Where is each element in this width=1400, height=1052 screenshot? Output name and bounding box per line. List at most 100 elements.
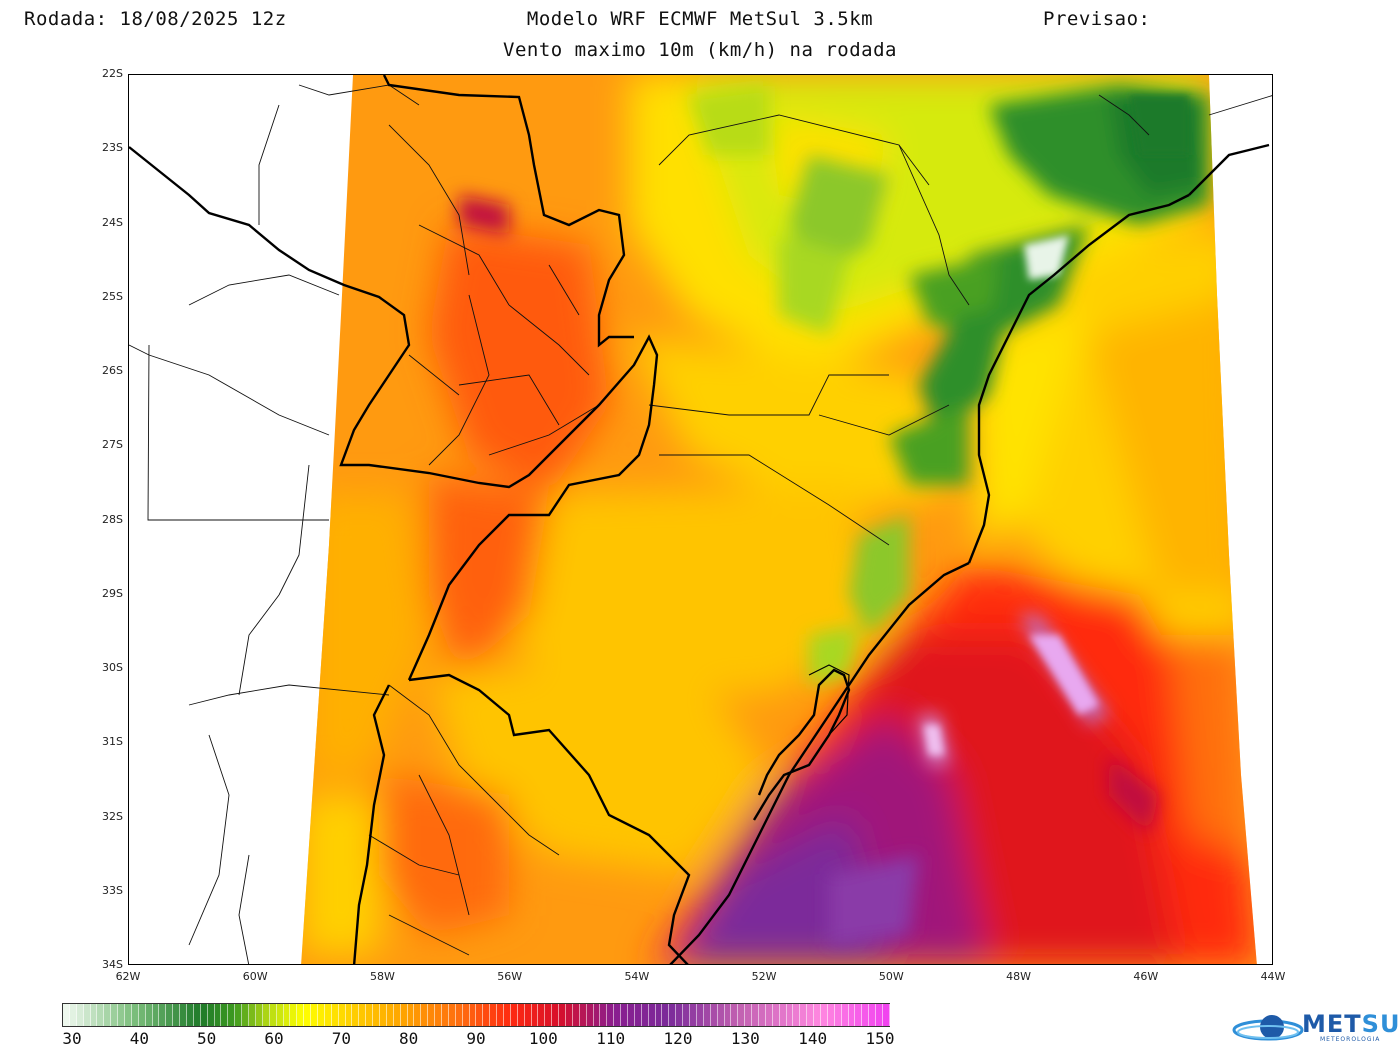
longitude-label: 56W <box>497 970 523 983</box>
colorbar-cell <box>193 1004 201 1026</box>
colorbar-cell <box>97 1004 105 1026</box>
colorbar-cell <box>180 1004 188 1026</box>
colorbar-cell <box>76 1004 84 1026</box>
colorbar-cell <box>724 1004 732 1026</box>
colorbar-cell <box>407 1004 415 1026</box>
colorbar-cell <box>855 1004 863 1026</box>
colorbar-cell <box>173 1004 181 1026</box>
colorbar-cell <box>690 1004 697 1026</box>
latitude-label: 33S <box>102 883 123 897</box>
colorbar-cell <box>159 1004 167 1026</box>
colorbar-cell <box>662 1004 670 1026</box>
colorbar-cell <box>614 1004 622 1026</box>
colorbar-label: 80 <box>399 1029 419 1048</box>
latitude-label: 23S <box>102 141 123 155</box>
longitude-label: 48W <box>1006 970 1031 983</box>
colorbar-cell <box>283 1004 291 1026</box>
metsul-logo-tagline: METEOROLOGIA <box>1320 1036 1381 1043</box>
colorbar-cell <box>393 1004 401 1026</box>
colorbar-cell <box>255 1004 263 1026</box>
colorbar-cell <box>200 1004 208 1026</box>
colorbar-cell <box>758 1004 766 1026</box>
latitude-label: 27S <box>102 438 123 452</box>
colorbar-cell <box>545 1004 553 1026</box>
colorbar-cell <box>262 1004 270 1026</box>
colorbar-cell <box>517 1004 525 1026</box>
longitude-label: 58W <box>370 970 395 983</box>
colorbar-cell <box>786 1004 794 1026</box>
colorbar-cell <box>448 1004 456 1026</box>
colorbar-cell <box>841 1004 849 1026</box>
colorbar-label: 90 <box>466 1029 486 1048</box>
metsul-logo-icon <box>1232 1015 1304 1041</box>
colorbar-cell <box>242 1004 250 1026</box>
colorbar-cell <box>497 1004 504 1026</box>
colorbar-cell <box>628 1004 635 1026</box>
colorbar-cell <box>421 1004 429 1026</box>
colorbar-cell <box>848 1004 856 1026</box>
colorbar-cell <box>641 1004 649 1026</box>
colorbar-cell <box>869 1004 877 1026</box>
colorbar-cell <box>331 1004 339 1026</box>
colorbar-cell <box>145 1004 153 1026</box>
colorbar-cell <box>752 1004 759 1026</box>
colorbar-cell <box>104 1004 112 1026</box>
colorbar-cell <box>235 1004 243 1026</box>
latitude-label: 30S <box>102 661 123 674</box>
colorbar-cell <box>862 1004 870 1026</box>
metsul-logo-text: METSUL <box>1302 1010 1400 1038</box>
latitude-label: 26S <box>102 364 123 377</box>
colorbar-cell <box>669 1004 677 1026</box>
colorbar-cell <box>455 1004 463 1026</box>
colorbar-cell <box>297 1004 305 1026</box>
colorbar-cell <box>469 1004 477 1026</box>
colorbar-cell <box>807 1004 815 1026</box>
colorbar-label: 110 <box>596 1029 626 1048</box>
colorbar-label: 40 <box>129 1029 149 1048</box>
colorbar-cell <box>131 1004 139 1026</box>
colorbar-cell <box>63 1004 70 1026</box>
colorbar-cell <box>731 1004 739 1026</box>
colorbar-cell <box>435 1004 442 1026</box>
colorbar-cell <box>462 1004 470 1026</box>
colorbar-cell <box>510 1004 518 1026</box>
colorbar-label: 60 <box>264 1029 284 1048</box>
wind-map <box>128 74 1273 965</box>
colorbar-cell <box>125 1004 132 1026</box>
longitude-label: 50W <box>878 970 904 983</box>
colorbar-cell <box>324 1004 332 1026</box>
colorbar-label: 130 <box>730 1029 760 1048</box>
colorbar-cell <box>772 1004 780 1026</box>
latitude-label: 34S <box>102 958 123 971</box>
model-title: Modelo WRF ECMWF MetSul 3.5km <box>526 8 874 30</box>
latitude-label: 28S <box>102 512 123 526</box>
wind-field-svg <box>129 75 1272 964</box>
colorbar-cell <box>531 1004 539 1026</box>
colorbar-cell <box>400 1004 408 1026</box>
colorbar-cell <box>504 1004 511 1026</box>
colorbar-cell <box>249 1004 256 1026</box>
colorbar-cell <box>648 1004 656 1026</box>
colorbar-cell <box>600 1004 608 1026</box>
colorbar-cell <box>552 1004 560 1026</box>
colorbar-cell <box>414 1004 422 1026</box>
colorbar-cell <box>111 1004 119 1026</box>
colorbar-cell <box>317 1004 325 1026</box>
colorbar-label: 100 <box>528 1029 558 1048</box>
colorbar-cell <box>745 1004 753 1026</box>
longitude-label: 62W <box>115 970 141 983</box>
longitude-label: 60W <box>242 970 268 983</box>
colorbar-cell <box>538 1004 546 1026</box>
colorbar-cell <box>428 1004 436 1026</box>
colorbar-cell <box>118 1004 126 1026</box>
colorbar-cell <box>882 1004 890 1026</box>
longitude-label: 44W <box>1260 970 1286 983</box>
latitude-label: 29S <box>102 586 123 600</box>
colorbar-cell <box>483 1004 491 1026</box>
forecast-label: Previsao: <box>1043 8 1151 30</box>
colorbar-label: 140 <box>798 1029 828 1048</box>
colorbar-cell <box>228 1004 236 1026</box>
colorbar-cell <box>379 1004 387 1026</box>
latitude-label: 32S <box>102 809 123 823</box>
colorbar-cell <box>214 1004 222 1026</box>
